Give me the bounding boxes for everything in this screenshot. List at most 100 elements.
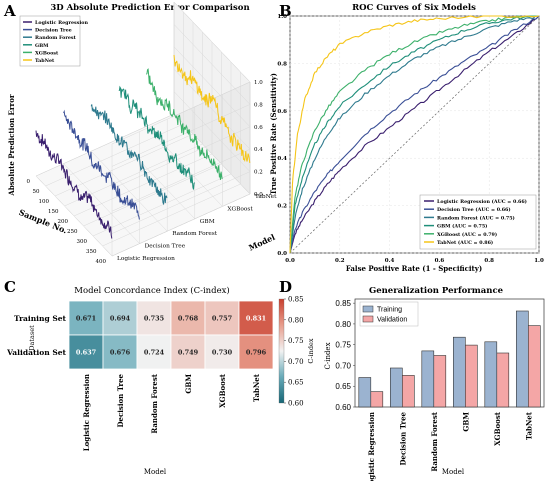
panel-d-y-tick-label: 0.65 xyxy=(335,382,351,391)
panel-c-colorbar-label: C-index xyxy=(307,338,315,363)
panel-c-cell xyxy=(204,300,240,336)
panel-c-colorbar-tick-label: 0.65 xyxy=(288,379,304,387)
panel-a-model-tick-label: XGBoost xyxy=(227,206,253,212)
panel-b-y-tick-label: 0.2 xyxy=(277,204,287,210)
panel-b-x-tick-label: 0.0 xyxy=(285,258,295,264)
panel-c-colorbar-tick-label: 0.60 xyxy=(288,400,304,408)
panel-b-y-tick-label: 0.8 xyxy=(277,61,287,67)
panel-b-legend-box xyxy=(419,194,537,250)
panel-c-cell xyxy=(238,300,274,336)
panel-c-cell-value: 0.671 xyxy=(76,315,96,323)
panel-c-row-label: Training Set xyxy=(14,314,66,323)
panel-a-gridline xyxy=(63,131,140,245)
panel-d-y-tick-label: 0.80 xyxy=(335,320,351,329)
panel-d-y-tick-label: 0.60 xyxy=(335,403,351,412)
panel-b-roc-line xyxy=(289,15,540,254)
panel-a-legend-label: XGBoost xyxy=(35,50,59,56)
panel-a-legend-label: GBM xyxy=(35,43,49,49)
panel-d-x-label: Model xyxy=(442,468,465,476)
panel-a-gridline xyxy=(146,94,223,208)
panel-c-colorbar-tick-label: 0.75 xyxy=(288,337,304,345)
panel-c-cell xyxy=(238,334,274,370)
panel-c-cell-value: 0.735 xyxy=(144,315,165,323)
panel-a-series-line xyxy=(63,109,140,220)
panel-a-z-label: Absolute Prediction Error xyxy=(7,94,16,196)
panel-c-colorbar-tick-label: 0.85 xyxy=(288,296,304,304)
panel-c-colorbar-bar xyxy=(278,298,285,404)
panel-a-legend-box xyxy=(19,15,81,67)
panel-a-model-tick-label: GBM xyxy=(200,219,215,225)
panel-c-colorbar-tick-label: 0.70 xyxy=(288,358,304,366)
panel-a-x-tick-label: 150 xyxy=(48,209,59,215)
panel-b-x-tick-label: 0.8 xyxy=(484,258,494,264)
panel-c-y-label: Dataset xyxy=(28,325,36,351)
panel-a-legend-label: Random Forest xyxy=(35,35,77,41)
panel-c-cell-value: 0.676 xyxy=(110,349,131,357)
panel-d-legend-label: Validation xyxy=(377,317,407,324)
panel-c-cell xyxy=(102,334,138,370)
panel-d-plot-frame xyxy=(354,298,545,408)
panel-c-cell xyxy=(204,334,240,370)
panel-a-title: 3D Absolute Prediction Error Comparison xyxy=(50,3,249,13)
panel-d-x-tick-label: XGBoost xyxy=(493,411,502,446)
panel-letter-c: C xyxy=(4,278,16,296)
panel-d-legend-swatch xyxy=(362,305,374,313)
panel-a-series-line xyxy=(118,85,196,190)
panel-a-legend-label: Logistic Regression xyxy=(35,20,88,26)
panel-a-x-ticks: 050 100 150 200 250 300 350 400 xyxy=(27,179,107,265)
panel-d-y-tick-label: 0.85 xyxy=(335,299,351,308)
panel-b-roc-line xyxy=(289,15,539,254)
panel-letter-d: D xyxy=(279,278,292,296)
panel-b-y-tick-label: 1.0 xyxy=(277,14,287,20)
panel-letter-b: B xyxy=(279,2,292,20)
panel-a-z-tick-label: 0.0 xyxy=(254,192,263,198)
panel-d-legend-label: Training xyxy=(377,307,402,314)
panel-c-labels: Training Set Validation Set Logistic Regre… xyxy=(6,314,261,451)
panel-b-y-tick-label: 0.6 xyxy=(277,109,287,115)
panel-b-legend-label: TabNet (AUC = 0.86) xyxy=(437,239,493,246)
panel-d-bar-chart: Generalization Performance 0.600.650.700… xyxy=(324,286,545,485)
panel-c-cell xyxy=(68,300,104,336)
panel-c-col-label: Random Forest xyxy=(150,373,159,433)
panel-c-cell-value: 0.724 xyxy=(144,349,165,357)
panel-a-series-line xyxy=(90,104,168,206)
panel-a-gridline xyxy=(173,82,251,195)
panel-b-y-tick-label: 0.4 xyxy=(277,156,287,162)
panel-a-z-tick-label: 0.6 xyxy=(254,125,263,131)
panel-d-bar xyxy=(452,336,466,408)
panel-c-cell-value: 0.796 xyxy=(246,349,267,357)
panel-d-axes: 0.60 0.65 0.70 0.75 0.80 0.85 Logistic Regress… xyxy=(335,298,545,485)
panel-c-cell-value: 0.831 xyxy=(246,315,266,323)
panel-a-z-tick-label: 0.8 xyxy=(254,102,263,108)
panel-c-colorbar: 0.85 0.80 0.75 0.70 0.65 0.60 C-index xyxy=(278,296,315,408)
panel-b-ticks: 0.00.0 0.2 0.2 0.4 0.4 0.6 0.6 0.8 0.8 1.0 1.0 xyxy=(277,14,544,264)
panel-a-x-tick-label: 100 xyxy=(39,199,50,205)
panel-c-col-label: Logistic Regression xyxy=(82,374,91,451)
panel-c-heatmap: Model Concordance Index (C-index) 0.671 0… xyxy=(6,285,315,476)
panel-c-cell xyxy=(136,300,172,336)
panel-d-bar xyxy=(484,341,498,408)
panel-d-legend: Training Validation xyxy=(359,301,419,327)
panel-d-bar xyxy=(389,367,403,408)
panel-a-x-tick-label: 50 xyxy=(33,189,40,195)
panel-a-z-tick-label: 0.2 xyxy=(254,170,263,176)
panel-a-x-tick-label: 200 xyxy=(58,219,69,225)
panel-d-x-tick-label: GBM xyxy=(461,412,470,432)
panel-d-bar xyxy=(515,310,529,408)
panel-a-model-label: Model xyxy=(247,232,277,253)
panel-d-bar xyxy=(496,352,510,408)
panel-c-cells: 0.671 0.694 0.735 0.768 0.757 0.831 0.637 0.676… xyxy=(68,300,274,370)
panel-b-x-tick-label: 0.4 xyxy=(385,258,395,264)
panel-c-cell-value: 0.694 xyxy=(110,315,131,323)
panel-a-series xyxy=(35,54,251,239)
panel-b-roc-line xyxy=(289,15,540,254)
panel-a-x-tick-label: 350 xyxy=(86,249,97,255)
panel-d-title: Generalization Performance xyxy=(369,286,504,296)
panel-b-x-label: False Positive Rate (1 - Specificity) xyxy=(346,264,482,273)
panel-a-z-tick-label: 1.0 xyxy=(254,80,263,86)
panel-d-bar xyxy=(433,355,447,408)
panel-c-col-label: XGBoost xyxy=(218,373,227,408)
panel-c-cell xyxy=(102,300,138,336)
